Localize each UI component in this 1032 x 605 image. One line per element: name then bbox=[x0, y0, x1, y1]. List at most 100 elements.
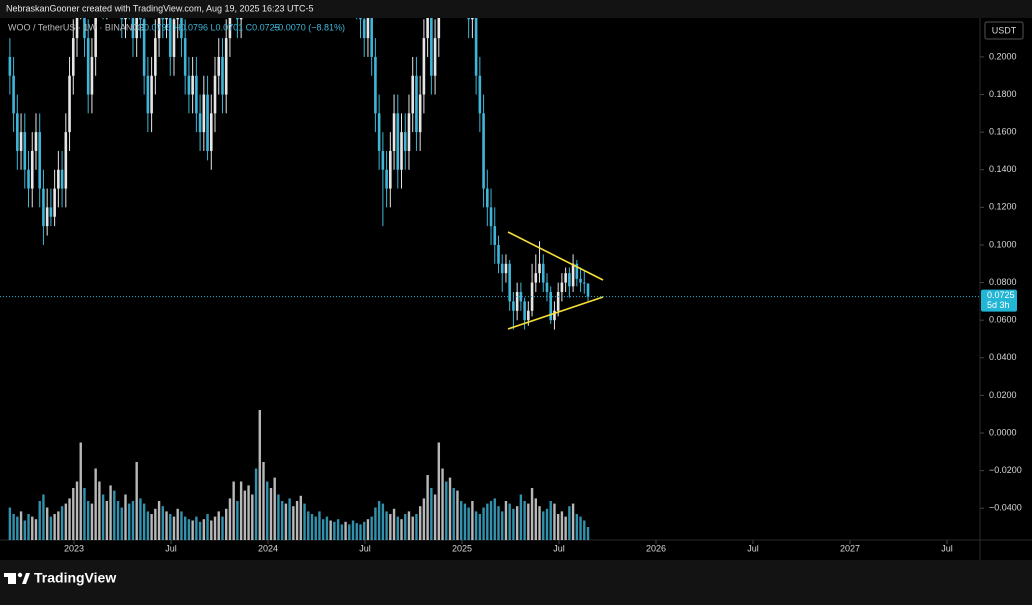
volume-bar bbox=[545, 508, 549, 540]
currency-box[interactable] bbox=[984, 21, 1024, 40]
volume-bar bbox=[198, 521, 202, 540]
candle-body bbox=[53, 188, 56, 217]
volume-bar bbox=[586, 527, 590, 540]
candle-body bbox=[183, 38, 187, 76]
candle-body bbox=[135, 18, 138, 39]
candle-body bbox=[504, 263, 508, 274]
volume-bar bbox=[493, 498, 496, 540]
candle-body bbox=[471, 18, 474, 20]
candle-body bbox=[236, 18, 239, 20]
volume-bar bbox=[340, 524, 344, 540]
candle-body bbox=[403, 132, 407, 151]
volume-bar bbox=[90, 503, 94, 540]
volume-bar bbox=[426, 475, 429, 540]
candle-body bbox=[150, 75, 153, 114]
volume-bar bbox=[27, 514, 30, 540]
volume-bar bbox=[527, 503, 530, 540]
volume-bar bbox=[94, 468, 97, 540]
candle-body bbox=[508, 263, 511, 302]
logo bbox=[22, 573, 30, 584]
footer: TradingView bbox=[4, 570, 116, 586]
volume-bar bbox=[377, 501, 381, 540]
volume-bar bbox=[280, 501, 284, 540]
volume-bar bbox=[560, 511, 564, 540]
x-tick-label: Jul bbox=[359, 543, 371, 553]
price-tag-label: 0.0725 bbox=[987, 290, 1015, 300]
volume-bar bbox=[571, 503, 575, 540]
candle-body bbox=[49, 207, 53, 217]
candle-body bbox=[165, 18, 168, 20]
currency[interactable]: USDT bbox=[992, 25, 1017, 35]
y-tick-label: 0.1800 bbox=[989, 89, 1017, 99]
candle-body bbox=[30, 150, 34, 189]
volume-bar bbox=[348, 524, 351, 540]
volume-bar bbox=[42, 494, 45, 540]
y-tick-label: 0.0800 bbox=[989, 277, 1017, 287]
candle-body bbox=[571, 263, 575, 287]
candle-body bbox=[541, 263, 545, 283]
volume-bar bbox=[68, 498, 71, 540]
volume-bar bbox=[75, 481, 79, 540]
volume-bar bbox=[389, 514, 392, 540]
x-tick-label: 2027 bbox=[840, 543, 860, 553]
volume-bar bbox=[72, 488, 75, 540]
candle-body bbox=[16, 113, 19, 151]
volume-bar bbox=[284, 503, 288, 540]
candle-body bbox=[228, 18, 232, 39]
volume-bar bbox=[404, 514, 407, 540]
candle-body bbox=[415, 75, 418, 133]
candle-body bbox=[161, 18, 165, 20]
candle-body bbox=[377, 113, 381, 151]
volume-bar bbox=[243, 490, 247, 540]
volume-bar bbox=[501, 511, 504, 540]
volume-bar bbox=[146, 511, 150, 540]
volume-bar bbox=[292, 506, 295, 540]
volume-bar bbox=[251, 494, 254, 540]
volume-bar bbox=[53, 514, 56, 540]
volume-bar bbox=[400, 519, 403, 540]
candle-body bbox=[176, 18, 180, 20]
candle-body bbox=[381, 150, 385, 170]
volume-bar bbox=[318, 511, 321, 540]
candle-body bbox=[142, 19, 146, 76]
volume-bar bbox=[228, 498, 232, 540]
volume-bar bbox=[176, 508, 179, 540]
candle-body bbox=[433, 38, 437, 76]
volume-bar bbox=[45, 507, 49, 540]
candle-body bbox=[534, 273, 538, 283]
candle-body bbox=[75, 18, 79, 39]
candle-body bbox=[467, 18, 470, 20]
candle-body bbox=[42, 188, 45, 227]
volume-bar bbox=[314, 516, 317, 540]
volume-bar bbox=[269, 488, 273, 540]
volume-bar bbox=[575, 514, 579, 540]
candle-body bbox=[564, 273, 567, 283]
volume-bar bbox=[165, 511, 168, 540]
volume-bar bbox=[239, 481, 243, 540]
volume-bar bbox=[79, 442, 82, 540]
y-tick-label: −0.0200 bbox=[989, 465, 1022, 475]
volume-bar bbox=[131, 501, 135, 540]
volume-bar bbox=[351, 520, 355, 540]
volume-bar bbox=[523, 501, 526, 540]
candle-body bbox=[396, 113, 400, 170]
volume-bar bbox=[508, 503, 511, 540]
volume-bar bbox=[530, 488, 534, 540]
plot bbox=[8, 18, 590, 540]
volume-bar bbox=[579, 516, 582, 540]
volume-bar bbox=[355, 523, 358, 540]
candle-body bbox=[549, 291, 553, 321]
candle-body bbox=[389, 150, 392, 189]
candle-body bbox=[568, 273, 571, 287]
volume-bar bbox=[273, 477, 276, 540]
volume-bar bbox=[49, 516, 53, 540]
volume-bar bbox=[195, 516, 198, 540]
volume-bar bbox=[407, 511, 411, 540]
candle-body bbox=[515, 291, 519, 311]
volume-bar bbox=[489, 501, 493, 540]
candle-body bbox=[146, 75, 150, 114]
volume-bar bbox=[64, 503, 68, 540]
volume-bar bbox=[370, 516, 373, 540]
candle-body bbox=[195, 75, 198, 114]
